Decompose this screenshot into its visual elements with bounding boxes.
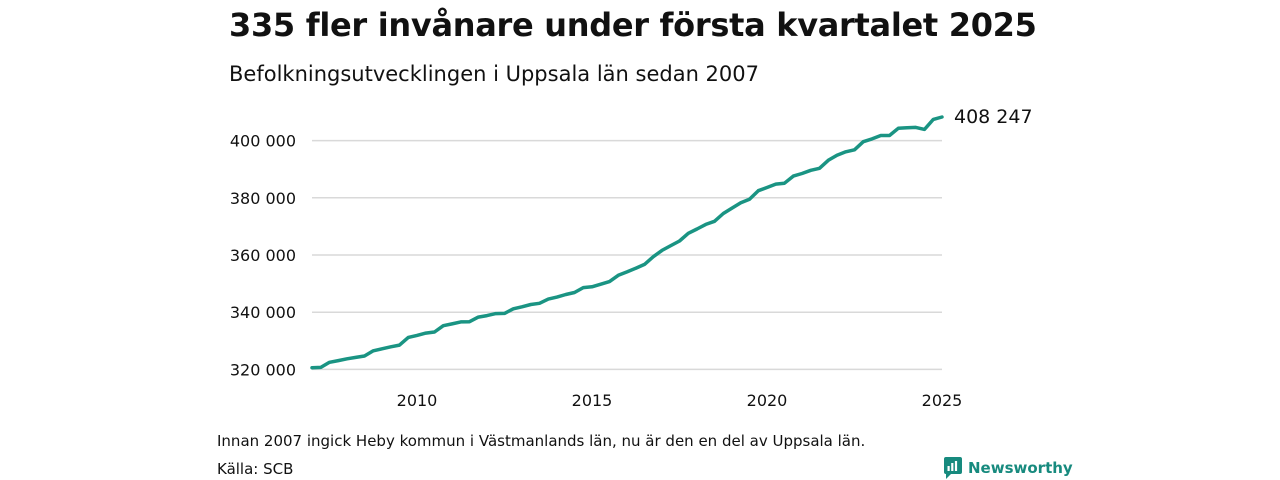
chart-title: 335 fler invånare under första kvartalet… xyxy=(229,6,1037,44)
source-label: Källa: SCB xyxy=(217,460,294,478)
end-value-label: 408 247 xyxy=(954,106,1033,128)
x-tick-label: 2025 xyxy=(922,391,963,410)
brand-name: Newsworthy xyxy=(968,459,1073,477)
y-tick-label: 360 000 xyxy=(230,246,296,265)
chart-subtitle: Befolkningsutvecklingen i Uppsala län se… xyxy=(229,62,760,86)
brand-logo[interactable]: Newsworthy xyxy=(944,457,1073,479)
y-tick-label: 400 000 xyxy=(230,132,296,151)
y-tick-label: 340 000 xyxy=(230,303,296,322)
y-axis-ticks: 320 000 340 000 360 000 380 000 400 000 xyxy=(230,132,296,380)
x-tick-label: 2010 xyxy=(397,391,438,410)
population-line xyxy=(310,115,944,370)
x-axis-ticks: 2010 2015 2020 2025 xyxy=(397,391,963,410)
footnote: Innan 2007 ingick Heby kommun i Västmanl… xyxy=(217,432,866,450)
x-tick-label: 2015 xyxy=(572,391,613,410)
y-tick-label: 380 000 xyxy=(230,189,296,208)
y-tick-label: 320 000 xyxy=(230,360,296,379)
newsworthy-logo-icon xyxy=(944,457,962,479)
x-tick-label: 2020 xyxy=(747,391,788,410)
gridlines xyxy=(312,139,942,371)
